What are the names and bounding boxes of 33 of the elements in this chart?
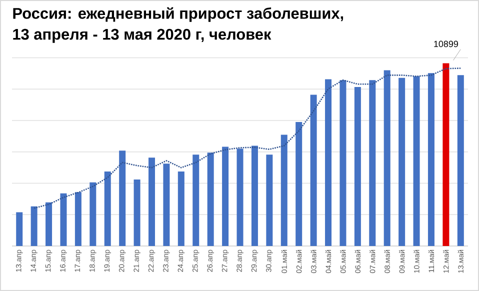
bar [251, 146, 258, 246]
bar [192, 154, 200, 246]
annotation: 10899 [434, 40, 458, 48]
bar [413, 76, 420, 246]
bar [280, 134, 288, 246]
bar [340, 80, 346, 246]
bar [457, 75, 464, 246]
bar [310, 94, 317, 246]
bar [236, 148, 244, 246]
bar [296, 122, 302, 246]
bar [74, 192, 82, 246]
bar [178, 171, 184, 246]
bar [90, 182, 96, 246]
chart-title: Россия: ежедневный прирост заболевших, 13 апреля - 13 мая 2020 г, человек [13, 7, 344, 43]
bar [369, 80, 376, 246]
bar [442, 63, 450, 246]
bar [148, 158, 155, 246]
bar [134, 180, 140, 246]
bar [30, 206, 38, 246]
bar [207, 152, 214, 246]
bar [16, 212, 23, 246]
bar [46, 202, 52, 246]
bar [354, 87, 361, 246]
bar [428, 73, 434, 246]
bar [104, 171, 111, 246]
bar [222, 146, 229, 246]
bar [60, 193, 67, 246]
bar [398, 78, 406, 246]
bar [266, 154, 273, 246]
bar [325, 79, 332, 246]
bar [163, 164, 170, 246]
bar [384, 70, 390, 246]
bar [119, 150, 126, 246]
